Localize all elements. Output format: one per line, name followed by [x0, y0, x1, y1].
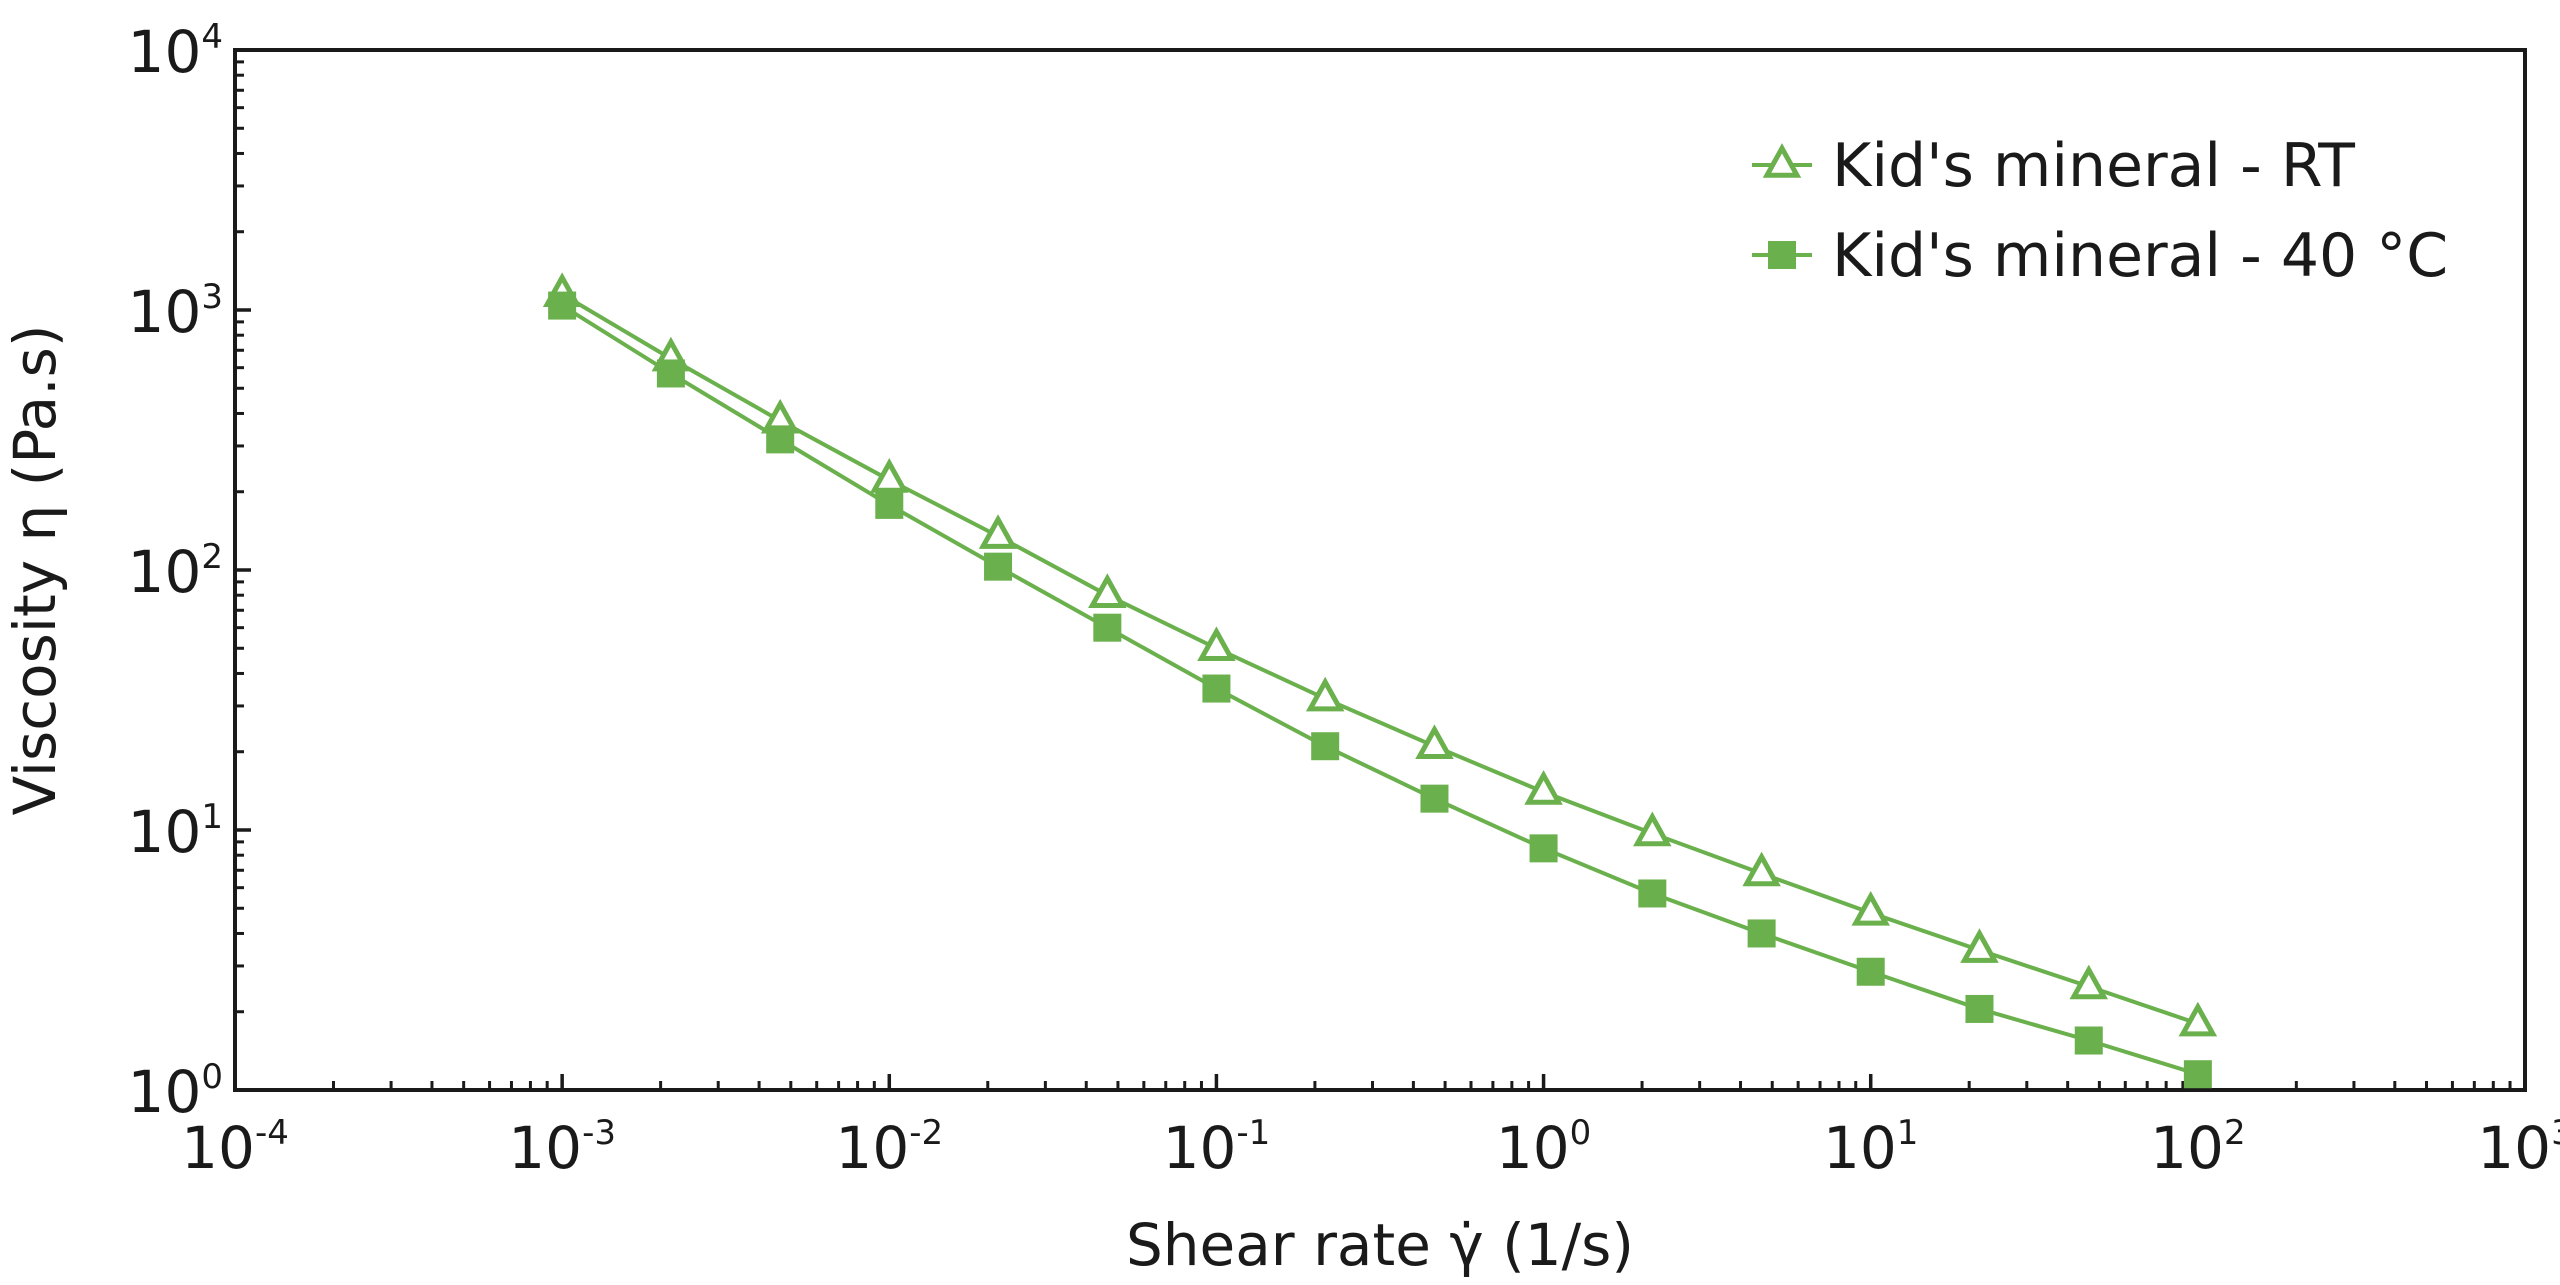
series-layer: [542, 272, 2218, 1089]
legend: Kid's mineral - RT Kid's mineral - 40 °C: [1752, 131, 2448, 291]
data-point-square: [548, 291, 577, 320]
legend-marker-triangle: [1762, 143, 1802, 178]
y-tick-label: 100: [128, 1057, 223, 1126]
y-tick-label: 104: [128, 17, 223, 86]
axis-ticks: [233, 48, 2527, 1092]
legend-item: Kid's mineral - 40 °C: [1752, 221, 2448, 291]
data-point-triangle: [1960, 928, 1999, 963]
y-tick-label: 101: [128, 797, 223, 866]
series-rt: [542, 272, 2218, 1037]
data-point-triangle: [1197, 626, 1236, 662]
y-axis-title: Viscosity η (Pa.s): [1, 325, 69, 816]
data-point-square: [984, 552, 1013, 581]
data-point-square: [2074, 1026, 2103, 1055]
legend-item: Kid's mineral - RT: [1752, 131, 2355, 201]
data-point-square: [656, 359, 685, 388]
legend-label: Kid's mineral - 40 °C: [1832, 221, 2448, 291]
legend-label: Kid's mineral - RT: [1832, 131, 2355, 201]
x-tick-label: 10-3: [508, 1113, 616, 1182]
data-point-square: [766, 425, 795, 454]
x-tick-label: 10-2: [835, 1113, 943, 1182]
x-tick-label: 100: [1496, 1113, 1591, 1182]
y-tick-label: 102: [128, 537, 223, 606]
data-point-triangle: [1633, 811, 1672, 847]
data-point-square: [1529, 834, 1558, 863]
data-point-square: [1202, 674, 1231, 703]
x-tick-label: 10-1: [1163, 1113, 1271, 1182]
data-point-triangle: [1524, 770, 1563, 805]
data-point-triangle: [978, 514, 1018, 549]
y-tick-label: 103: [128, 277, 223, 346]
data-point-triangle: [2178, 1001, 2218, 1037]
data-point-square: [1420, 784, 1449, 813]
data-point-square: [1093, 613, 1122, 642]
data-point-triangle: [1305, 676, 1345, 712]
data-point-square: [1965, 994, 1994, 1023]
x-tick-label: 10-4: [181, 1113, 289, 1182]
data-point-square: [1638, 879, 1667, 908]
data-point-triangle: [2069, 964, 2109, 1000]
data-point-square: [1747, 919, 1776, 948]
x-axis-title: Shear rate γ̇ (1/s): [1126, 1211, 1634, 1279]
data-point-triangle: [1088, 573, 1127, 608]
x-tick-label: 101: [1823, 1113, 1918, 1182]
x-tick-label: 102: [2150, 1113, 2245, 1182]
plot-frame: [233, 48, 2527, 1092]
tick-labels: 10-4 10-3 10-2 10-1 100 101 102 103 100 101 102 103…: [128, 17, 2560, 1182]
x-tick-label: 103: [2477, 1113, 2560, 1182]
data-point-square: [1311, 732, 1340, 761]
series-40c: [548, 291, 2212, 1089]
data-point-triangle: [1851, 890, 1890, 926]
data-point-triangle: [1415, 724, 1454, 759]
legend-marker-square: [1768, 241, 1796, 269]
series-line: [561, 292, 2199, 1026]
data-point-triangle: [870, 458, 909, 493]
data-point-square: [1856, 957, 1885, 986]
series-line: [561, 303, 2199, 1077]
data-point-triangle: [1742, 851, 1781, 887]
data-point-square: [2183, 1060, 2212, 1089]
data-point-square: [875, 490, 904, 519]
